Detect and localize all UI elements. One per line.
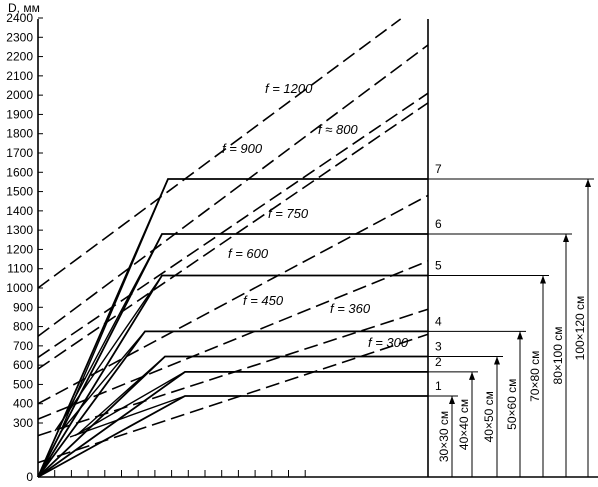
- y-tick-label: 300: [13, 416, 33, 430]
- curve-line: [37, 233, 428, 478]
- y-tick-label: 1500: [6, 185, 33, 199]
- y-tick-label: 1400: [6, 204, 33, 218]
- section-label: 80×100 см: [551, 327, 565, 385]
- dimension-arrow: [469, 371, 475, 380]
- curve-number: 4: [435, 314, 442, 328]
- curve-number: 1: [435, 379, 442, 393]
- curve-number: 5: [435, 258, 442, 272]
- y-tick-label: 600: [13, 358, 33, 372]
- curve-line: [37, 370, 428, 478]
- dashed-line-label: f = 750: [268, 206, 309, 221]
- section-label: 30×30 см: [437, 411, 451, 462]
- curves-group: [37, 178, 428, 478]
- dimension-arrow: [517, 331, 523, 340]
- curve-branch: [59, 330, 146, 433]
- dashed-line: [37, 102, 429, 370]
- dashed-line: [37, 18, 402, 289]
- curve-number: 2: [435, 355, 442, 369]
- y-tick-label: 700: [13, 339, 33, 353]
- y-tick-label: 900: [13, 300, 33, 314]
- dimension-arrow: [585, 179, 591, 188]
- dimension-arrow: [449, 396, 455, 404]
- curve-number: 3: [435, 339, 442, 353]
- labels-group: f = 1200 f = 900 f ≈ 800 f = 750 f = 600 f = …: [222, 81, 442, 393]
- curve-branch: [77, 355, 166, 435]
- dashed-line: [37, 44, 429, 337]
- y-tick-label: 2400: [6, 11, 33, 25]
- dimensions-group: 30×30 см 40×40 см 40×50 см 50×60 см 70×80 см…: [428, 178, 594, 477]
- curve-branch: [54, 275, 163, 432]
- dashed-line: [37, 92, 429, 359]
- dimension-arrow: [494, 356, 500, 365]
- dashed-line-label: f = 450: [243, 293, 284, 308]
- y-tick-label: 500: [13, 377, 33, 391]
- y-tick-label: 1100: [7, 262, 33, 276]
- y-axis-label: D, мм: [8, 1, 40, 15]
- y-tick-label: 1800: [6, 127, 33, 141]
- y-tick-label: 1000: [6, 281, 33, 295]
- y-tick-label: 0: [26, 470, 33, 484]
- dashed-line-label: f = 360: [330, 301, 371, 316]
- y-tick-label: 800: [13, 320, 33, 334]
- dashed-line: [37, 260, 429, 420]
- y-tick-label: 1900: [6, 107, 33, 121]
- dashed-line-label: f = 1200: [265, 81, 313, 96]
- y-tick-label: 2300: [6, 30, 33, 44]
- curve-number: 7: [435, 162, 442, 176]
- y-tick-label: 400: [13, 397, 33, 411]
- axes-group: 0300400500600700800900100011001200130014…: [6, 1, 598, 484]
- dashed-line-label: f = 300: [368, 335, 409, 350]
- dashed-line-label: f = 600: [228, 246, 269, 261]
- curve-branch: [69, 395, 186, 438]
- section-label: 50×60 см: [505, 379, 519, 430]
- y-tick-label: 1300: [6, 223, 33, 237]
- curve-number: 6: [435, 217, 442, 231]
- section-label: 40×50 см: [482, 391, 496, 442]
- dimension-arrow: [563, 234, 569, 242]
- y-tick-label: 1700: [6, 146, 33, 160]
- section-label: 40×40 см: [457, 399, 471, 450]
- curve-branch: [61, 178, 169, 429]
- curve-line: [37, 395, 428, 478]
- y-tick-label: 2000: [6, 88, 33, 102]
- dashed-line-label: f = 900: [222, 141, 263, 156]
- section-label: 100×120 см: [573, 296, 587, 361]
- y-tick-label: 1200: [6, 242, 33, 256]
- dimension-arrow: [540, 275, 546, 284]
- y-tick-label: 1600: [6, 165, 33, 179]
- section-label: 70×80 см: [528, 351, 542, 402]
- dashed-line-label: f ≈ 800: [318, 122, 358, 137]
- curve-branch: [74, 371, 186, 437]
- y-tick-label: 2200: [6, 50, 33, 64]
- dashed-line: [37, 194, 429, 405]
- y-tick-label: 2100: [6, 69, 33, 83]
